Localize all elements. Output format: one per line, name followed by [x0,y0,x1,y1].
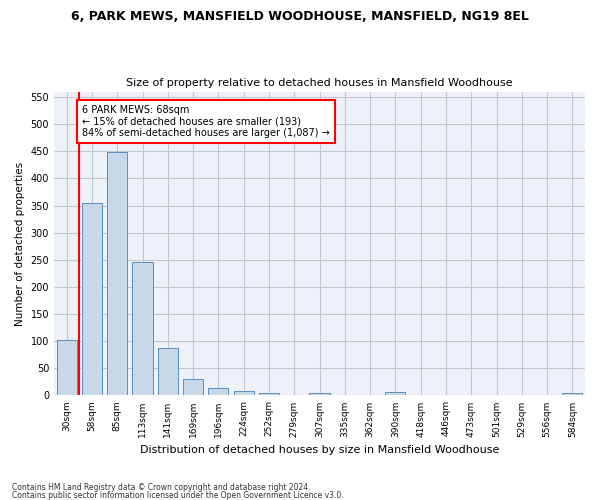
Y-axis label: Number of detached properties: Number of detached properties [15,162,25,326]
Bar [310,392,329,396]
Bar [259,392,279,396]
Bar [82,204,102,396]
Bar [158,348,178,396]
Bar [562,392,583,396]
Bar [56,340,77,396]
Bar [385,392,406,396]
Bar [208,388,229,396]
Bar [183,379,203,396]
X-axis label: Distribution of detached houses by size in Mansfield Woodhouse: Distribution of detached houses by size … [140,445,499,455]
Bar [233,390,254,396]
Text: 6, PARK MEWS, MANSFIELD WOODHOUSE, MANSFIELD, NG19 8EL: 6, PARK MEWS, MANSFIELD WOODHOUSE, MANSF… [71,10,529,23]
Title: Size of property relative to detached houses in Mansfield Woodhouse: Size of property relative to detached ho… [126,78,513,88]
Text: 6 PARK MEWS: 68sqm
← 15% of detached houses are smaller (193)
84% of semi-detach: 6 PARK MEWS: 68sqm ← 15% of detached hou… [82,105,330,138]
Bar [133,262,152,396]
Text: Contains public sector information licensed under the Open Government Licence v3: Contains public sector information licen… [12,490,344,500]
Text: Contains HM Land Registry data © Crown copyright and database right 2024.: Contains HM Land Registry data © Crown c… [12,484,311,492]
Bar [107,152,127,396]
